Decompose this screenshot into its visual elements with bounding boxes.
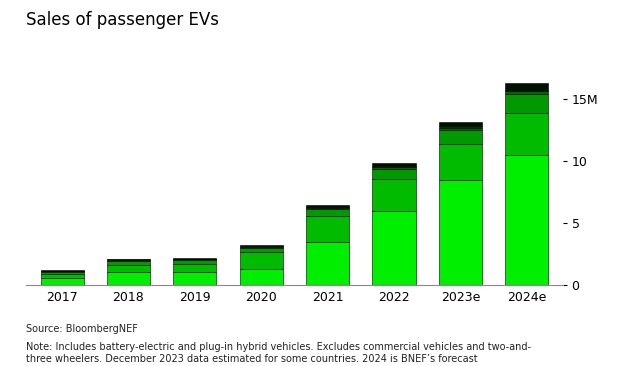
Bar bbox=[306, 207, 349, 208]
Bar bbox=[439, 144, 482, 180]
Bar bbox=[173, 258, 216, 259]
Bar bbox=[107, 259, 150, 260]
Bar bbox=[239, 248, 283, 252]
Bar bbox=[372, 211, 415, 285]
Bar bbox=[505, 92, 548, 94]
Bar bbox=[107, 261, 150, 265]
Bar bbox=[239, 252, 283, 269]
Bar bbox=[107, 258, 150, 259]
Bar bbox=[439, 122, 482, 127]
Bar bbox=[107, 272, 150, 285]
Bar bbox=[505, 90, 548, 92]
Bar bbox=[40, 272, 84, 274]
Bar bbox=[306, 209, 349, 216]
Bar bbox=[239, 246, 283, 247]
Bar bbox=[306, 208, 349, 209]
Bar bbox=[173, 272, 216, 285]
Bar bbox=[372, 166, 415, 168]
Bar bbox=[372, 163, 415, 166]
Bar bbox=[439, 130, 482, 144]
Bar bbox=[40, 278, 84, 285]
Bar bbox=[505, 83, 548, 90]
Bar bbox=[372, 169, 415, 179]
Text: Source: BloombergNEF: Source: BloombergNEF bbox=[26, 324, 138, 334]
Bar bbox=[439, 180, 482, 285]
Bar bbox=[306, 216, 349, 242]
Bar bbox=[173, 259, 216, 260]
Bar bbox=[107, 260, 150, 261]
Bar bbox=[372, 168, 415, 169]
Bar bbox=[173, 264, 216, 272]
Text: Sales of passenger EVs: Sales of passenger EVs bbox=[26, 11, 219, 29]
Bar bbox=[505, 94, 548, 113]
Bar bbox=[239, 247, 283, 248]
Bar bbox=[439, 128, 482, 130]
Bar bbox=[40, 274, 84, 278]
Bar bbox=[40, 270, 84, 271]
Bar bbox=[306, 242, 349, 285]
Bar bbox=[173, 260, 216, 264]
Bar bbox=[40, 271, 84, 272]
Bar bbox=[505, 113, 548, 155]
Bar bbox=[107, 265, 150, 272]
Bar bbox=[439, 127, 482, 128]
Bar bbox=[372, 179, 415, 211]
Bar bbox=[239, 269, 283, 285]
Text: Note: Includes battery-electric and plug-in hybrid vehicles. Excludes commercial: Note: Includes battery-electric and plug… bbox=[26, 342, 531, 364]
Bar bbox=[505, 155, 548, 285]
Bar bbox=[306, 205, 349, 207]
